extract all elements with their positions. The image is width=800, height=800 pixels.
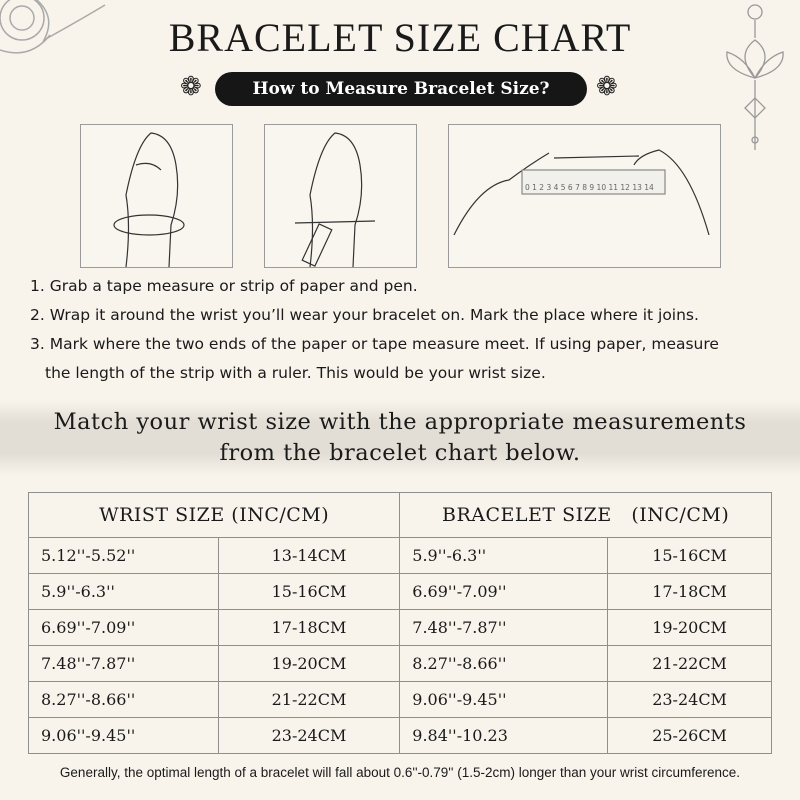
bracelet-inch-cell: 7.48''-7.87'' bbox=[399, 609, 609, 646]
wrist-inch-cell: 8.27''-8.66'' bbox=[28, 681, 219, 718]
wrist-inch-cell: 9.06''-9.45'' bbox=[28, 717, 219, 754]
wrist-inch-cell: 5.9''-6.3'' bbox=[28, 573, 219, 610]
footnote: Generally, the optimal length of a brace… bbox=[59, 765, 741, 780]
match-banner: Match your wrist size with the appropria… bbox=[0, 400, 800, 476]
wrist-cm-cell: 21-22CM bbox=[217, 681, 401, 718]
wrist-cm-cell: 17-18CM bbox=[217, 609, 401, 646]
step-1: 1. Grab a tape measure or strip of paper… bbox=[30, 277, 418, 295]
hand-tape-icon bbox=[113, 132, 185, 268]
subtitle-pill: How to Measure Bracelet Size? bbox=[215, 72, 587, 106]
wrist-cm-cell: 15-16CM bbox=[217, 573, 401, 610]
table-row: 5.9''-6.3'' 15-16CM 6.69''-7.09'' 17-18CM bbox=[28, 573, 772, 610]
ruler-hands-icon bbox=[453, 149, 710, 236]
swirl-right-icon: ❁ bbox=[596, 72, 618, 102]
bracelet-cm-cell: 17-18CM bbox=[607, 573, 772, 610]
wrist-size-header: WRIST SIZE (INC/CM) bbox=[27, 492, 401, 538]
size-table: WRIST SIZE (INC/CM) BRACELET SIZE (INC/CM… bbox=[27, 492, 772, 754]
bracelet-inch-cell: 9.84''-10.23 bbox=[399, 717, 609, 754]
match-line-2: from the bracelet chart below. bbox=[219, 440, 581, 466]
table-row: 9.06''-9.45'' 23-24CM 9.84''-10.23 25-26CM bbox=[28, 717, 772, 754]
bracelet-inch-cell: 8.27''-8.66'' bbox=[399, 645, 609, 682]
step-3-cont: the length of the strip with a ruler. Th… bbox=[45, 364, 546, 382]
bracelet-cm-cell: 25-26CM bbox=[607, 717, 772, 754]
wrist-cm-cell: 13-14CM bbox=[217, 537, 401, 574]
bracelet-size-header: BRACELET SIZE (INC/CM) bbox=[399, 492, 772, 538]
wrist-cm-cell: 19-20CM bbox=[217, 645, 401, 682]
bracelet-inch-cell: 6.69''-7.09'' bbox=[399, 573, 609, 610]
wrist-inch-cell: 5.12''-5.52'' bbox=[28, 537, 219, 574]
table-row: 8.27''-8.66'' 21-22CM 9.06''-9.45'' 23-24CM bbox=[28, 681, 772, 718]
instructions: 1. Grab a tape measure or strip of paper… bbox=[30, 272, 719, 388]
wrist-inch-cell: 7.48''-7.87'' bbox=[28, 645, 219, 682]
match-line-1: Match your wrist size with the appropria… bbox=[53, 409, 747, 435]
swirl-left-icon: ❁ bbox=[180, 72, 202, 102]
step3-illustration: 0 1 2 3 4 5 6 7 8 9 10 11 12 13 14 bbox=[448, 124, 721, 268]
table-row: 7.48''-7.87'' 19-20CM 8.27''-8.66'' 21-22CM bbox=[28, 645, 772, 682]
step-3: 3. Mark where the two ends of the paper … bbox=[30, 335, 719, 353]
bracelet-inch-cell: 9.06''-9.45'' bbox=[399, 681, 609, 718]
bracelet-cm-cell: 15-16CM bbox=[607, 537, 772, 574]
table-row: 6.69''-7.09'' 17-18CM 7.48''-7.87'' 19-20CM bbox=[28, 609, 772, 646]
bracelet-cm-cell: 23-24CM bbox=[607, 681, 772, 718]
table-row: 5.12''-5.52'' 13-14CM 5.9''-6.3'' 15-16CM bbox=[28, 537, 772, 574]
wrist-inch-cell: 6.69''-7.09'' bbox=[28, 609, 219, 646]
step2-illustration bbox=[264, 124, 417, 268]
bracelet-inch-cell: 5.9''-6.3'' bbox=[399, 537, 609, 574]
bracelet-cm-cell: 19-20CM bbox=[607, 609, 772, 646]
step1-illustration bbox=[80, 124, 233, 268]
page-title: BRACELET SIZE CHART bbox=[168, 15, 632, 60]
wrist-cm-cell: 23-24CM bbox=[217, 717, 401, 754]
mandala-decoration-icon bbox=[0, 0, 106, 54]
hand-pen-icon bbox=[294, 132, 376, 268]
bracelet-cm-cell: 21-22CM bbox=[607, 645, 772, 682]
ruler-numbers: 0 1 2 3 4 5 6 7 8 9 10 11 12 13 14 bbox=[525, 183, 654, 192]
table-header: WRIST SIZE (INC/CM) BRACELET SIZE (INC/CM… bbox=[27, 492, 772, 538]
lotus-decoration-icon bbox=[726, 4, 784, 150]
step-2: 2. Wrap it around the wrist you’ll wear … bbox=[30, 306, 699, 324]
